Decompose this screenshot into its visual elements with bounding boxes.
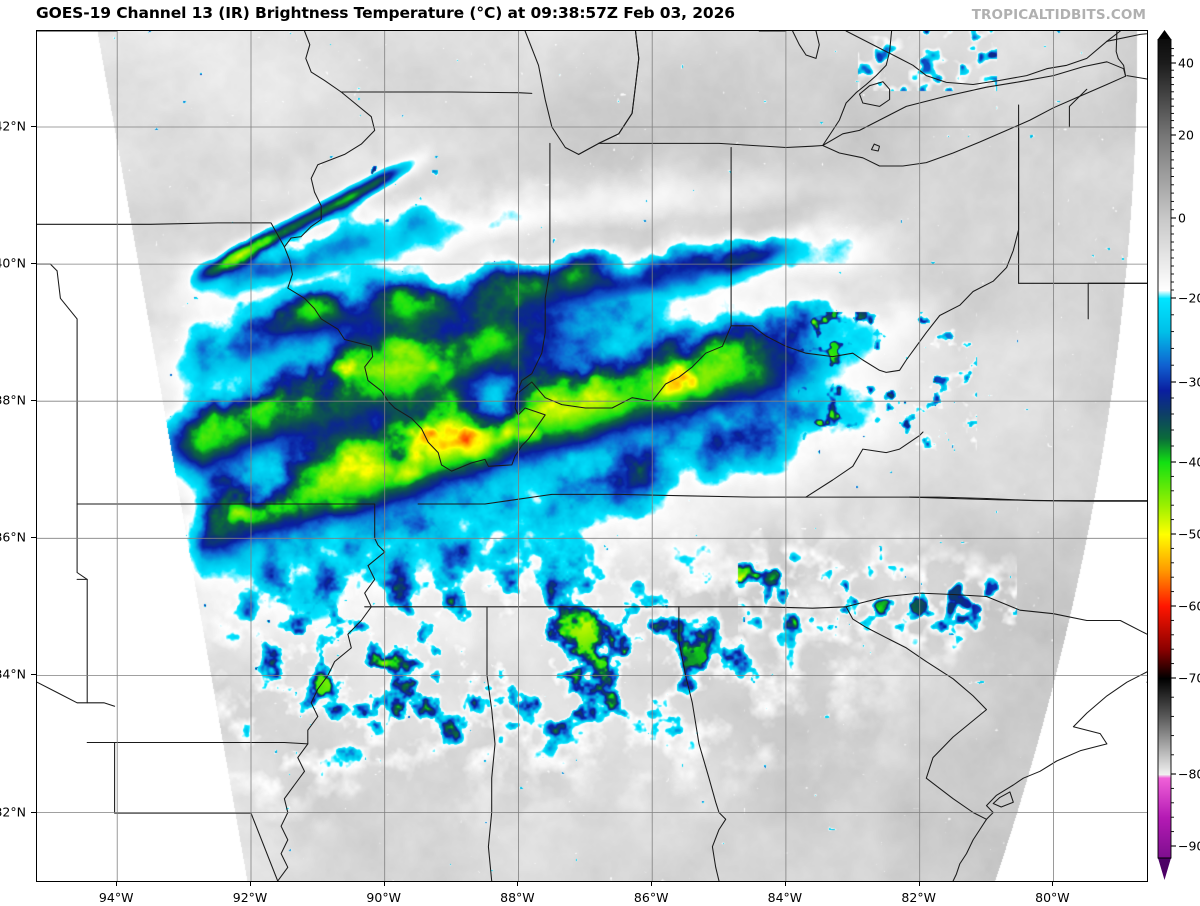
longitude-tick-label: 84°W <box>767 890 803 905</box>
colorbar-tick-label: −70 <box>1178 670 1200 686</box>
longitude-tick-label: 80°W <box>1035 890 1070 905</box>
longitude-tick-label: 82°W <box>901 890 936 905</box>
latitude-tick-label: 32°N <box>0 804 26 819</box>
longitude-tick-label: 86°W <box>633 890 669 905</box>
geographic-boundaries <box>37 31 1147 881</box>
longitude-tick-mark <box>250 881 251 886</box>
longitude-tick-mark <box>918 881 920 886</box>
page-title: GOES-19 Channel 13 (IR) Brightness Tempe… <box>36 4 735 22</box>
colorbar-tick-label: −90 <box>1178 838 1200 854</box>
colorbar-tick-label: −50 <box>1178 526 1200 542</box>
latitude-tick-mark <box>31 674 36 676</box>
longitude-tick-mark <box>116 881 118 886</box>
colorbar-tick-label: −40 <box>1178 454 1200 470</box>
colorbar-tick-label: 40 <box>1178 55 1194 71</box>
longitude-tick-label: 90°W <box>366 890 401 905</box>
watermark: TROPICALTIDBITS.COM <box>971 7 1146 23</box>
colorbar-tick-label: 20 <box>1178 127 1194 143</box>
temperature-colorbar[interactable]: 40 20 0 −20 −30 −40 −50 −60 −70 −80 −90 <box>1156 24 1200 884</box>
latitude-tick-mark <box>31 537 36 539</box>
latitude-tick-label: 36°N <box>0 529 26 545</box>
colorbar-tick-label: −20 <box>1178 290 1200 306</box>
longitude-tick-label: 92°W <box>232 890 268 905</box>
colorbar-tick-label: −30 <box>1178 374 1200 390</box>
colorbar-tick-label: 0 <box>1178 210 1186 226</box>
longitude-tick-mark <box>383 881 385 886</box>
longitude-tick-mark <box>517 881 519 886</box>
title-bar: GOES-19 Channel 13 (IR) Brightness Tempe… <box>0 0 1200 30</box>
latitude-tick-mark <box>31 400 36 402</box>
longitude-tick-label: 88°W <box>500 890 535 905</box>
longitude-tick-mark <box>784 881 786 886</box>
longitude-tick-mark <box>1052 881 1054 886</box>
latitude-tick-label: 40°N <box>0 255 26 271</box>
colorbar-tick-label: −80 <box>1178 766 1200 782</box>
lat-lon-gridlines <box>37 31 1147 881</box>
satellite-ir-imagery <box>37 31 1147 881</box>
latitude-tick-mark <box>31 126 36 127</box>
map-plot-area[interactable] <box>36 30 1148 882</box>
longitude-tick-mark <box>651 881 653 886</box>
colorbar-tick-label: −60 <box>1178 598 1200 614</box>
latitude-tick-label: 38°N <box>0 392 26 408</box>
latitude-tick-label: 42°N <box>0 118 26 134</box>
latitude-tick-mark <box>31 811 36 813</box>
latitude-tick-mark <box>31 263 36 265</box>
longitude-tick-label: 94°W <box>98 890 134 905</box>
latitude-tick-label: 34°N <box>0 666 26 682</box>
